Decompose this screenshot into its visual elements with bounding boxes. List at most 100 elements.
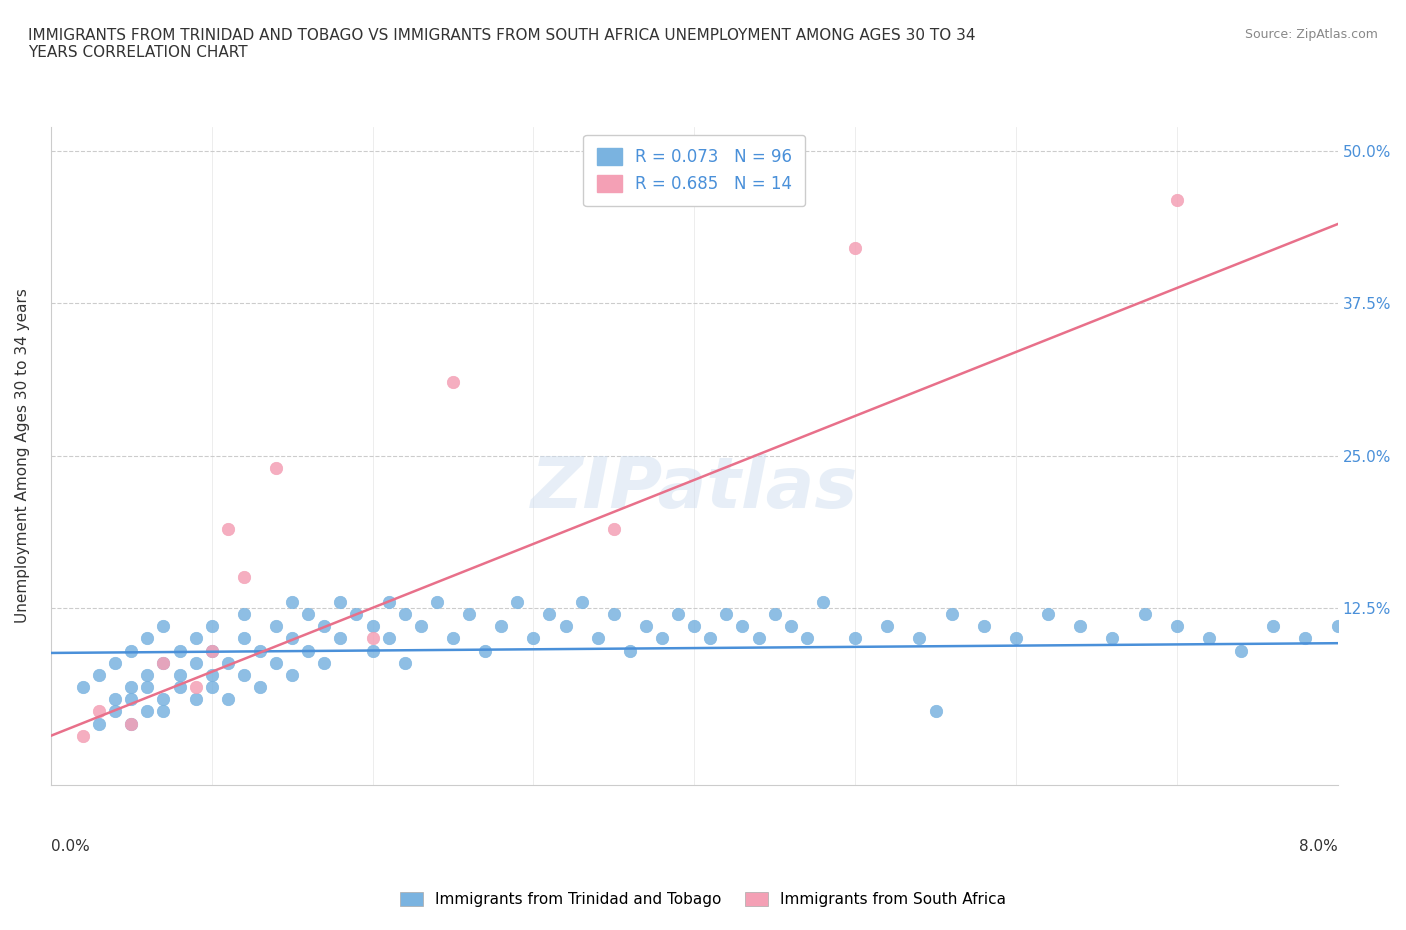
Point [152, 704, 174, 719]
Point [394, 656, 416, 671]
Point [72, 680, 94, 695]
Point [297, 643, 319, 658]
Point [120, 643, 142, 658]
Point [169, 668, 191, 683]
Point [441, 375, 464, 390]
Point [796, 631, 818, 645]
Point [394, 606, 416, 621]
Y-axis label: Unemployment Among Ages 30 to 34 years: Unemployment Among Ages 30 to 34 years [15, 288, 30, 623]
Point [522, 631, 544, 645]
Point [489, 618, 512, 633]
Point [120, 716, 142, 731]
Point [1230, 643, 1253, 658]
Point [169, 643, 191, 658]
Point [136, 631, 159, 645]
Point [1133, 606, 1156, 621]
Point [281, 631, 304, 645]
Point [152, 618, 174, 633]
Point [441, 631, 464, 645]
Point [361, 631, 384, 645]
Point [152, 656, 174, 671]
Point [104, 656, 127, 671]
Point [1294, 631, 1316, 645]
Point [329, 631, 352, 645]
Point [184, 692, 207, 707]
Point [908, 631, 931, 645]
Point [779, 618, 801, 633]
Point [924, 704, 946, 719]
Point [184, 656, 207, 671]
Point [72, 728, 94, 743]
Point [1069, 618, 1091, 633]
Text: 0.0%: 0.0% [51, 840, 90, 855]
Point [120, 680, 142, 695]
Point [201, 618, 224, 633]
Point [232, 668, 254, 683]
Text: ZIPatlas: ZIPatlas [530, 454, 858, 523]
Point [1166, 618, 1188, 633]
Point [941, 606, 963, 621]
Point [201, 643, 224, 658]
Point [1326, 618, 1348, 633]
Point [458, 606, 481, 621]
Point [731, 618, 754, 633]
Point [554, 618, 576, 633]
Point [426, 594, 449, 609]
Point [361, 643, 384, 658]
Point [217, 656, 239, 671]
Point [232, 606, 254, 621]
Point [586, 631, 609, 645]
Point [683, 618, 706, 633]
Text: Source: ZipAtlas.com: Source: ZipAtlas.com [1244, 28, 1378, 41]
Point [184, 680, 207, 695]
Point [1101, 631, 1123, 645]
Point [314, 618, 336, 633]
Point [201, 668, 224, 683]
Text: 8.0%: 8.0% [1299, 840, 1337, 855]
Point [329, 594, 352, 609]
Point [973, 618, 995, 633]
Point [136, 668, 159, 683]
Point [264, 656, 287, 671]
Point [232, 570, 254, 585]
Point [361, 618, 384, 633]
Point [120, 716, 142, 731]
Legend: R = 0.073   N = 96, R = 0.685   N = 14: R = 0.073 N = 96, R = 0.685 N = 14 [583, 135, 806, 206]
Point [297, 606, 319, 621]
Point [1166, 193, 1188, 207]
Point [1005, 631, 1028, 645]
Point [87, 704, 110, 719]
Point [1263, 618, 1285, 633]
Point [281, 594, 304, 609]
Point [136, 680, 159, 695]
Point [346, 606, 368, 621]
Point [152, 656, 174, 671]
Point [571, 594, 593, 609]
Point [634, 618, 657, 633]
Point [538, 606, 561, 621]
Point [844, 241, 866, 256]
Point [104, 692, 127, 707]
Point [249, 680, 271, 695]
Point [87, 668, 110, 683]
Point [184, 631, 207, 645]
Point [217, 521, 239, 536]
Point [377, 631, 399, 645]
Point [281, 668, 304, 683]
Text: IMMIGRANTS FROM TRINIDAD AND TOBAGO VS IMMIGRANTS FROM SOUTH AFRICA UNEMPLOYMENT: IMMIGRANTS FROM TRINIDAD AND TOBAGO VS I… [28, 28, 976, 60]
Point [603, 521, 626, 536]
Point [264, 618, 287, 633]
Point [314, 656, 336, 671]
Point [217, 692, 239, 707]
Point [201, 680, 224, 695]
Point [169, 680, 191, 695]
Point [748, 631, 770, 645]
Point [1198, 631, 1220, 645]
Point [201, 643, 224, 658]
Point [1036, 606, 1059, 621]
Point [763, 606, 786, 621]
Point [377, 594, 399, 609]
Point [506, 594, 529, 609]
Point [87, 716, 110, 731]
Point [232, 631, 254, 645]
